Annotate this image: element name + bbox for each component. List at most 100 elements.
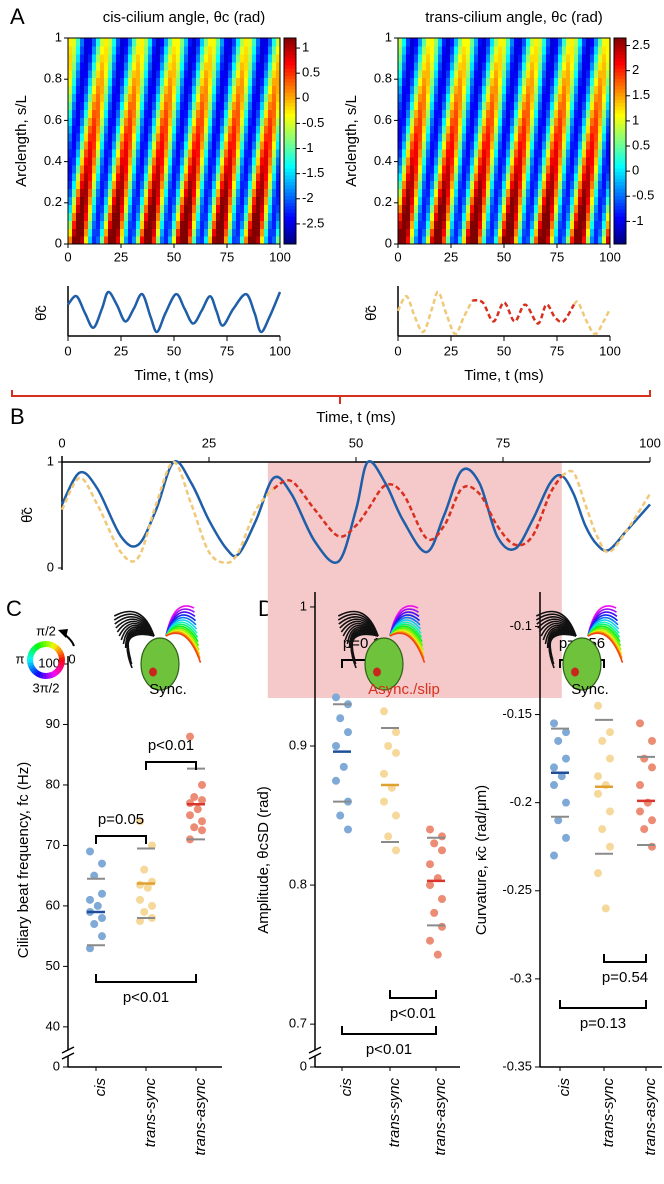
heatmap-cell bbox=[184, 204, 189, 213]
heatmap-cell bbox=[124, 62, 129, 71]
heatmap-cell bbox=[220, 173, 225, 182]
heatmap-cell bbox=[208, 181, 213, 190]
heatmap-cell bbox=[160, 181, 165, 190]
heatmap-cell bbox=[534, 196, 539, 205]
heatmap-cell bbox=[232, 78, 237, 87]
heatmap-cell bbox=[502, 141, 507, 150]
heatmap-cell bbox=[88, 157, 93, 166]
heatmap-cell bbox=[80, 86, 85, 95]
heatmap-cell bbox=[446, 38, 451, 47]
heatmap-cell bbox=[104, 117, 109, 126]
heatmap-cell bbox=[602, 165, 607, 174]
heatmap-cell bbox=[474, 101, 479, 110]
heatmap-cell bbox=[562, 165, 567, 174]
heatmap-cell bbox=[260, 46, 265, 55]
heatmap-cell bbox=[502, 93, 507, 102]
heatmap-cell bbox=[208, 133, 213, 142]
heatmap-cell bbox=[546, 141, 551, 150]
heatmap-cell bbox=[566, 157, 571, 166]
heatmap-cell bbox=[538, 204, 543, 213]
heatmap-cell bbox=[542, 228, 547, 237]
heatmap-cell bbox=[228, 54, 233, 63]
heatmap-cell bbox=[502, 236, 507, 245]
heatmap-cell bbox=[494, 212, 499, 221]
heatmap-cell bbox=[526, 38, 531, 47]
heatmap-cell bbox=[128, 220, 133, 229]
heatmap-cell bbox=[486, 93, 491, 102]
heatmap-cell bbox=[530, 228, 535, 237]
heatmap-cell bbox=[514, 181, 519, 190]
heatmap-cell bbox=[268, 196, 273, 205]
heatmap-cell bbox=[422, 86, 427, 95]
heatmap-cell bbox=[172, 117, 177, 126]
heatmap-cell bbox=[236, 220, 241, 229]
heatmap-cell bbox=[586, 196, 591, 205]
heatmap-cell bbox=[422, 165, 427, 174]
heatmap-cell bbox=[232, 149, 237, 158]
heatmap-cell bbox=[578, 220, 583, 229]
heatmap-cell bbox=[156, 141, 161, 150]
heatmap-cell bbox=[272, 109, 277, 118]
heatmap-cell bbox=[502, 54, 507, 63]
heatmap-cell bbox=[216, 228, 221, 237]
heatmap-cell bbox=[550, 62, 555, 71]
heatmap-cell bbox=[164, 204, 169, 213]
heatmap-cell bbox=[68, 189, 73, 198]
heatmap-cell bbox=[446, 157, 451, 166]
heatmap-cell bbox=[434, 212, 439, 221]
heatmap-cell bbox=[84, 46, 89, 55]
heatmap-cell bbox=[398, 78, 403, 87]
heatmap-cell bbox=[530, 141, 535, 150]
heatmap-cell bbox=[526, 204, 531, 213]
heatmap-cell bbox=[188, 149, 193, 158]
heatmap-cell bbox=[586, 54, 591, 63]
heatmap-cell bbox=[272, 228, 277, 237]
heatmap-cell bbox=[542, 117, 547, 126]
heatmap-cell bbox=[208, 93, 213, 102]
heatmap-cell bbox=[402, 62, 407, 71]
heatmap-cell bbox=[76, 141, 81, 150]
heatmap-cell bbox=[446, 109, 451, 118]
heatmap-cell bbox=[454, 62, 459, 71]
heatmap-cell bbox=[546, 93, 551, 102]
heatmap-cell bbox=[104, 38, 109, 47]
heatmap-cell bbox=[526, 189, 531, 198]
heatmap-cell bbox=[256, 204, 261, 213]
heatmap-cell bbox=[216, 204, 221, 213]
heatmap-cell bbox=[80, 117, 85, 126]
heatmap-cell bbox=[578, 189, 583, 198]
heatmap-cell bbox=[490, 236, 495, 245]
heatmap-cell bbox=[502, 228, 507, 237]
heatmap-cell bbox=[208, 228, 213, 237]
heatmap-cell bbox=[454, 70, 459, 79]
heatmap-cell bbox=[192, 125, 197, 134]
heatmap-cell bbox=[422, 133, 427, 142]
x-tick-label: 0 bbox=[64, 249, 71, 264]
heatmap-cell bbox=[602, 101, 607, 110]
heatmap-cell bbox=[204, 86, 209, 95]
heatmap-cell bbox=[92, 93, 97, 102]
heatmap-cell bbox=[578, 117, 583, 126]
heatmap-cell bbox=[538, 157, 543, 166]
heatmap-cell bbox=[232, 133, 237, 142]
heatmap-cell bbox=[462, 165, 467, 174]
heatmap-cell bbox=[422, 220, 427, 229]
heatmap-cell bbox=[554, 86, 559, 95]
heatmap-cell bbox=[140, 93, 145, 102]
heatmap-cell bbox=[68, 54, 73, 63]
heatmap-cell bbox=[510, 133, 515, 142]
heatmap-cell bbox=[526, 228, 531, 237]
heatmap-cell bbox=[100, 173, 105, 182]
heatmap-cell bbox=[414, 149, 419, 158]
data-line bbox=[398, 292, 610, 334]
heatmap-cell bbox=[116, 86, 121, 95]
heatmap-cell bbox=[526, 117, 531, 126]
heatmap-cell bbox=[144, 228, 149, 237]
heatmap-cell bbox=[128, 236, 133, 245]
heatmap-cell bbox=[558, 212, 563, 221]
heatmap-cell bbox=[546, 78, 551, 87]
heatmap-cell bbox=[594, 101, 599, 110]
heatmap-cell bbox=[256, 165, 261, 174]
colorbar-slice bbox=[614, 213, 626, 217]
heatmap-cell bbox=[582, 109, 587, 118]
